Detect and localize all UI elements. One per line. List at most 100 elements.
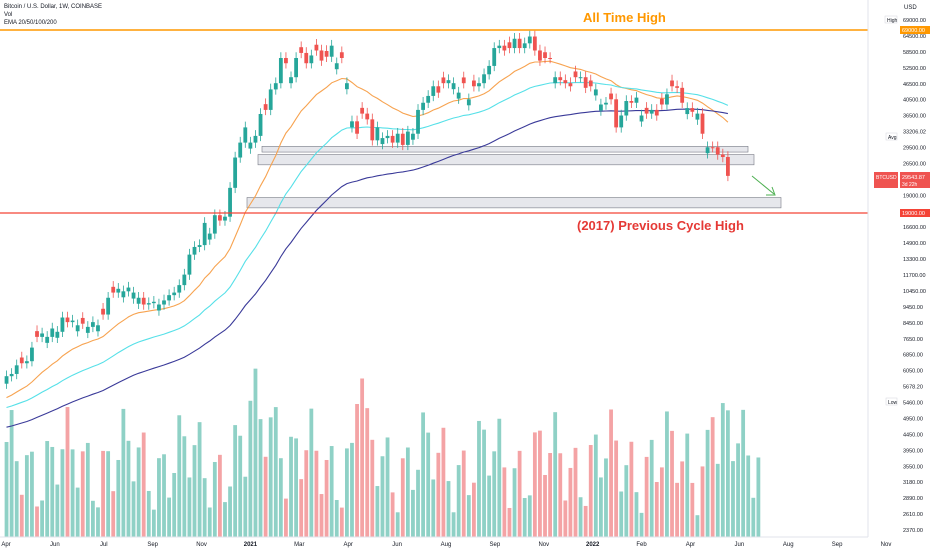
candle[interactable] [111,286,116,293]
candle[interactable] [299,47,304,53]
candle[interactable] [522,43,527,49]
candle[interactable] [512,38,517,49]
candle[interactable] [715,147,720,155]
candle[interactable] [563,80,568,84]
candle[interactable] [334,63,339,70]
candle[interactable] [659,98,664,105]
candle[interactable] [568,83,573,87]
candle[interactable] [649,109,654,114]
candle[interactable] [85,326,90,333]
candle[interactable] [619,115,624,128]
candle[interactable] [55,331,60,338]
candle[interactable] [624,101,629,116]
candle[interactable] [207,233,212,240]
candle[interactable] [390,135,395,143]
candle[interactable] [284,57,288,64]
candle[interactable] [700,113,705,134]
candle[interactable] [223,216,227,221]
candle[interactable] [370,119,375,141]
candle[interactable] [319,50,324,61]
time-axis[interactable]: Apr Jun Jul Sep Nov 2021 Mar Apr Jun Aug Sep Nov 202… [0,536,891,548]
candle[interactable] [416,109,420,134]
candle[interactable] [253,135,258,143]
candle[interactable] [263,104,268,110]
candles[interactable] [4,30,730,389]
candle[interactable] [65,317,70,323]
candle[interactable] [573,71,578,78]
candle[interactable] [507,42,512,49]
candle[interactable] [675,86,679,88]
candle[interactable] [644,107,649,114]
candle[interactable] [304,52,309,64]
candle[interactable] [157,304,161,311]
candle[interactable] [553,77,558,84]
candle[interactable] [350,121,354,128]
candle[interactable] [588,80,593,87]
candle[interactable] [141,297,146,305]
candle[interactable] [604,102,608,105]
candle[interactable] [487,65,492,75]
candle[interactable] [228,187,232,217]
candle[interactable] [339,52,344,58]
candle[interactable] [441,77,446,84]
candle[interactable] [182,274,187,286]
candle[interactable] [456,92,461,99]
candle[interactable] [705,147,710,154]
candle[interactable] [243,127,248,143]
candle[interactable] [233,157,238,188]
candle[interactable] [329,45,334,57]
candle[interactable] [685,108,690,115]
candle[interactable] [543,52,547,58]
candle[interactable] [35,331,39,337]
candle[interactable] [126,287,131,292]
candle[interactable] [380,138,385,145]
candle[interactable] [634,97,639,103]
candle[interactable] [136,297,141,304]
candle[interactable] [131,292,136,299]
candle[interactable] [360,107,365,114]
candle[interactable] [385,135,390,139]
candle[interactable] [75,325,80,332]
candle[interactable] [472,80,476,87]
candle[interactable] [212,215,217,234]
candle[interactable] [502,45,507,51]
candle[interactable] [477,83,481,87]
candle[interactable] [324,50,329,57]
candle[interactable] [24,361,29,364]
candle[interactable] [91,322,95,327]
candle[interactable] [40,333,44,337]
candle[interactable] [314,44,319,51]
candle[interactable] [121,291,126,298]
candle[interactable] [400,133,405,145]
candle[interactable] [162,300,166,305]
candle[interactable] [70,320,75,323]
candle[interactable] [146,303,151,305]
candle[interactable] [446,80,451,84]
candle[interactable] [101,308,105,315]
candle[interactable] [426,95,431,103]
candle[interactable] [30,347,34,362]
candle[interactable] [629,101,634,103]
candle[interactable] [172,292,177,296]
candle[interactable] [670,80,674,87]
candle[interactable] [665,94,669,105]
candle[interactable] [258,113,263,136]
candle[interactable] [593,89,598,96]
candle[interactable] [151,301,156,304]
candle[interactable] [720,154,725,158]
candle[interactable] [436,86,441,93]
candle[interactable] [395,133,400,143]
candle[interactable] [45,336,50,343]
candle[interactable] [355,121,359,134]
candle[interactable] [466,99,471,106]
candle[interactable] [451,83,456,90]
candle[interactable] [218,215,222,221]
candle[interactable] [695,113,700,120]
candle[interactable] [548,57,552,59]
candle[interactable] [273,83,278,90]
candle[interactable] [309,55,314,64]
candle[interactable] [177,285,182,293]
candle[interactable] [614,99,619,128]
candle[interactable] [609,93,613,100]
